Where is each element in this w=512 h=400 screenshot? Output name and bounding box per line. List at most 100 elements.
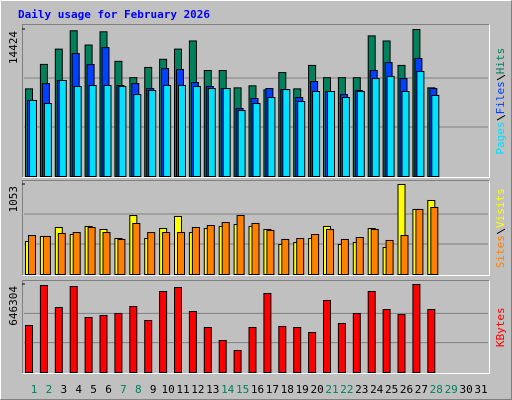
bar: [203, 326, 212, 374]
bar: [73, 86, 82, 177]
x-tick-label: 24: [370, 383, 384, 396]
bar: [326, 228, 334, 275]
bar: [327, 91, 335, 177]
bar: [222, 88, 231, 177]
x-tick-label: 31: [474, 383, 487, 396]
x-tick-label: 9: [150, 383, 157, 396]
x-tick-label: 4: [75, 383, 82, 396]
bar: [99, 315, 108, 373]
bar: [102, 232, 111, 276]
bar: [133, 94, 142, 177]
bar: [367, 290, 376, 374]
panel-bevel-dark: [22, 180, 490, 276]
bar: [341, 97, 350, 177]
chart-title: Daily usage for February 2026: [18, 8, 210, 21]
bar: [352, 313, 361, 374]
legend-label: Files: [494, 81, 507, 114]
x-tick-label: 12: [191, 383, 204, 396]
x-tick-label: 21: [325, 383, 338, 396]
bar: [311, 234, 320, 275]
bar: [401, 91, 410, 177]
bar: [263, 293, 272, 373]
legend-label: Visits: [494, 188, 507, 228]
bar: [84, 317, 93, 373]
x-tick-label: 14: [221, 383, 235, 396]
bar: [282, 89, 291, 177]
bar: [386, 76, 395, 177]
bar: [371, 78, 380, 177]
bar: [415, 208, 424, 275]
bar: [191, 226, 200, 276]
bar: [267, 97, 276, 177]
x-tick-label: 2: [46, 383, 53, 396]
bar: [412, 284, 421, 373]
panel-bevel-light: [22, 280, 490, 374]
bar: [430, 206, 439, 275]
x-tick-label: 22: [340, 383, 353, 396]
bar: [147, 232, 156, 276]
legend-separator: [496, 74, 506, 81]
bar: [400, 235, 409, 275]
bar: [28, 235, 36, 275]
bar: [293, 326, 302, 374]
y-tick-label: 646304: [7, 286, 20, 326]
panel-bevel-light: [22, 180, 490, 276]
bar: [278, 326, 287, 374]
x-tick-label: 5: [90, 383, 97, 396]
bar: [355, 236, 364, 276]
legend-label: Hits: [494, 48, 507, 75]
bar: [370, 228, 379, 275]
x-tick-label: 6: [105, 383, 112, 396]
x-tick-label: 13: [206, 383, 219, 396]
x-tick-label: 8: [135, 383, 142, 396]
bar: [252, 103, 261, 177]
bar: [236, 215, 245, 275]
legend-label: Sites: [494, 235, 507, 268]
bar: [177, 232, 185, 276]
x-tick-label: 23: [355, 383, 368, 396]
bar: [218, 340, 227, 374]
x-tick-label: 17: [266, 383, 279, 396]
bar: [337, 322, 346, 373]
x-tick-label: 29: [445, 383, 458, 396]
bar: [233, 349, 242, 374]
bar: [248, 326, 257, 374]
bar: [207, 88, 216, 177]
bar: [385, 239, 394, 276]
bar: [323, 299, 331, 373]
bar: [114, 313, 123, 374]
bar: [132, 222, 141, 276]
bar: [69, 286, 78, 373]
bar: [427, 308, 436, 373]
bar: [308, 331, 317, 373]
bar: [148, 89, 157, 177]
x-tick-label: 20: [310, 383, 323, 396]
bar: [192, 86, 201, 177]
bar: [397, 313, 406, 373]
bar: [43, 103, 52, 177]
legend-label: KBytes: [494, 307, 507, 347]
bar: [188, 311, 197, 374]
legend-separator: [496, 114, 506, 121]
x-tick-label: 27: [415, 383, 428, 396]
x-tick-label: 25: [385, 383, 398, 396]
x-tick-label: 18: [281, 383, 294, 396]
bar: [118, 86, 127, 177]
x-tick-label: 15: [236, 383, 249, 396]
x-tick-label: 11: [176, 383, 189, 396]
bar: [312, 91, 321, 177]
x-tick-label: 16: [251, 383, 264, 396]
x-tick-label: 3: [60, 383, 67, 396]
bar: [382, 308, 391, 373]
bar: [163, 84, 172, 177]
x-tick-label: 1: [31, 383, 38, 396]
panel-bevel-dark: [22, 24, 490, 178]
panel-bevel-dark: [22, 280, 490, 374]
bar: [416, 71, 425, 177]
bar: [25, 324, 33, 373]
bar: [266, 229, 275, 276]
x-tick-label: 30: [459, 383, 472, 396]
y-tick-label: 1053: [7, 186, 20, 213]
bar: [431, 94, 440, 177]
